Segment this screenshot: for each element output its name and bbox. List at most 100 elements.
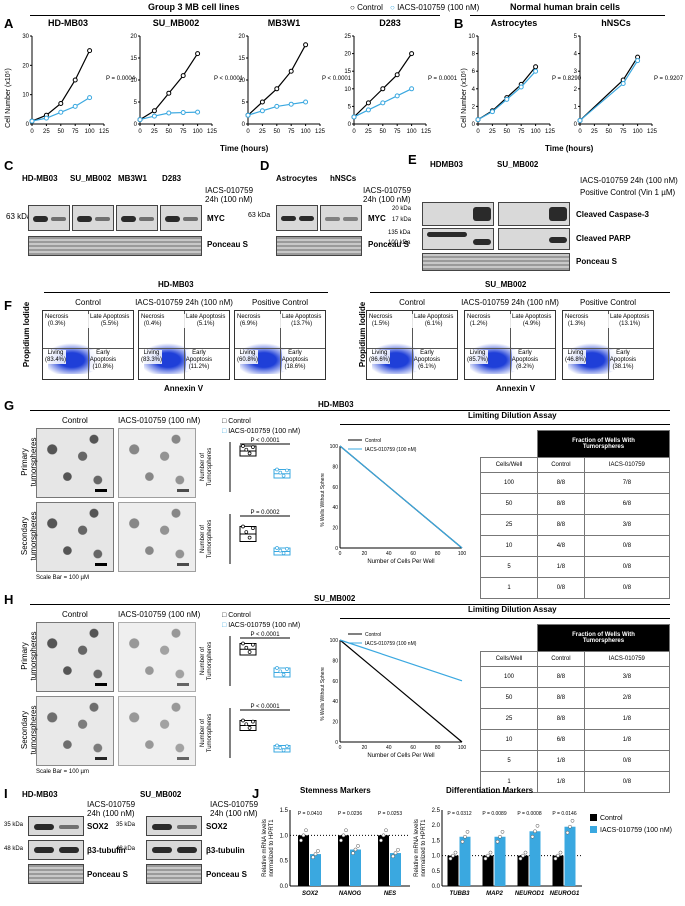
flow-quadrant-late: Late Apoptosis (4.9%): [510, 314, 552, 328]
flow-quadrant-late: Late Apoptosis (6.1%): [412, 314, 454, 328]
table-row: 1 0/8 0/8: [480, 577, 671, 599]
box-ylabel: Number of: [200, 453, 206, 481]
lda-y-tick-label: 40: [332, 699, 338, 705]
data-point: [288, 68, 294, 74]
panel-label-i: I: [4, 786, 8, 801]
i-p2-1: β3-tubulin: [87, 846, 126, 855]
x-tick-label: 50: [503, 129, 510, 135]
table-row: 100 8/8 3/8: [480, 666, 671, 688]
growth-title: hNSCs: [601, 18, 631, 28]
box-point: [251, 642, 255, 647]
blot-c-1: [28, 205, 70, 231]
y-tick-label: 3: [574, 69, 578, 75]
ponceau-e: [422, 253, 570, 271]
blot-e-parp-2: [498, 228, 570, 250]
qpcr-point: [393, 851, 398, 855]
g-lda-title: Limiting Dilution Assay: [468, 411, 557, 420]
growth-title: HD-MB03: [48, 18, 88, 28]
panel-label-j: J: [252, 786, 260, 801]
flow-ylabel-1: Propidium Iodide: [22, 301, 32, 368]
qpcr-p-value: P = 0.0008: [517, 811, 541, 817]
data-point: [166, 110, 172, 116]
c-treat: IACS-010759 24h (100 nM): [205, 186, 254, 204]
qpcr-point: [304, 828, 308, 833]
qpcr-legend-control: Control: [600, 815, 623, 822]
x-tick-label: 75: [72, 129, 79, 135]
qpcr-point: [356, 844, 360, 848]
flow-xlabel-1: Annexin V: [164, 384, 204, 393]
y-tick-label: 5: [242, 100, 246, 106]
x-tick-label: 50: [165, 129, 172, 135]
growth-ylabel-a: Cell Number (x10⁵): [5, 68, 12, 128]
data-point: [409, 51, 415, 57]
p-value: P = 0.9207: [654, 76, 684, 82]
growth-ylabel-b: Cell Number (x10⁵): [461, 68, 468, 128]
x-tick-label: 25: [591, 129, 598, 135]
series-line-control: [579, 56, 639, 121]
col-iacs: IACS-010759: [583, 457, 671, 473]
e-k100: 100 kDa: [388, 240, 411, 246]
flow-quadrant-late: Late Apoptosis (5.1%): [184, 314, 226, 328]
qpcr-y-tick-label: 0.5: [280, 859, 289, 865]
lda-x-tick-label: 80: [435, 745, 441, 751]
flow-plot: Necrosis (1.3%) Late Apoptosis (13.1%) Liv…: [562, 310, 654, 380]
table-row: 50 8/8 6/8: [480, 493, 671, 515]
i-treat-2: IACS-010759 24h (100 nM): [210, 800, 259, 818]
box-point: [241, 718, 245, 723]
series-line-control: [139, 53, 199, 121]
y-tick-label: 10: [238, 78, 245, 84]
box-point: [275, 743, 279, 748]
qpcr-point: [483, 856, 488, 861]
qpcr-category-label: NEUROD1: [515, 891, 545, 897]
y-tick-label: 20: [22, 63, 29, 69]
box-ylabel: Number of: [200, 647, 206, 675]
table-row: 1 1/8 0/8: [480, 771, 671, 793]
g-scale: Scale Bar = 100 µM: [36, 575, 89, 581]
qpcr-p-value: P = 0.0312: [447, 811, 471, 817]
qpcr-bar-iacs: [390, 853, 401, 886]
x-tick-label: 0: [138, 129, 142, 135]
g-leg-i: □ IACS-010759 (100 nM): [222, 428, 301, 435]
blot-c-3: [116, 205, 158, 231]
lda-table-head: Fraction of Wells With Tumorspheres: [536, 624, 671, 652]
qpcr-charts: 0.0 0.5 1.0 1.5 SOX2 P = 0.0410 NANOG P = 0.023…: [262, 808, 672, 897]
x-tick-label: 100: [193, 129, 204, 135]
data-point: [380, 86, 386, 92]
y-tick-label: 0: [472, 122, 476, 128]
data-point: [409, 86, 415, 92]
g-lda-chart: 00 20 20 40 40 60 60 80 80 100 100 Control IACS-0107…: [320, 438, 467, 565]
group3-header: Group 3 MB cell lines: [148, 2, 240, 12]
y-tick-label: 4: [472, 87, 476, 93]
blot-d-1: [276, 205, 318, 231]
x-tick-label: 0: [476, 129, 480, 135]
flow-plot: Necrosis (6.9%) Late Apoptosis (13.7%) Liv…: [234, 310, 326, 380]
lda-x-tick-label: 100: [458, 551, 467, 557]
qpcr-legend-iacs-swatch: [590, 826, 597, 833]
blot-e-casp-1: [422, 202, 494, 226]
blot-c-4: [160, 205, 202, 231]
qpcr-point: [565, 830, 570, 835]
panel-label-d: D: [260, 158, 270, 173]
y-tick-label: 0: [134, 122, 138, 128]
qpcr-category-label: NES: [384, 891, 396, 897]
lda-x-tick-label: 100: [458, 745, 467, 751]
h-control: Control: [62, 610, 88, 619]
box-ylabel-2: Tumorspheres: [207, 448, 213, 486]
g-micro-4: [118, 502, 196, 572]
x-tick-label: 100: [531, 129, 542, 135]
y-tick-label: 0: [26, 122, 30, 128]
qpcr-point: [556, 853, 560, 858]
qpcr-point: [301, 833, 306, 838]
x-tick-label: 100: [85, 129, 96, 135]
box-ylabel: Number of: [200, 525, 206, 553]
e-p2: Cleaved PARP: [576, 234, 631, 243]
data-point: [288, 101, 294, 107]
qpcr-ylabel-1b: normalized to HPRT1: [269, 819, 275, 877]
data-point: [151, 113, 157, 119]
g-iacs: IACS-010759 (100 nM): [118, 416, 201, 425]
qpcr-point: [533, 829, 537, 834]
qpcr-bar-control: [552, 855, 564, 886]
lda-x-tick-label: 40: [386, 745, 392, 751]
qpcr-category-label: MAP2: [486, 891, 503, 897]
